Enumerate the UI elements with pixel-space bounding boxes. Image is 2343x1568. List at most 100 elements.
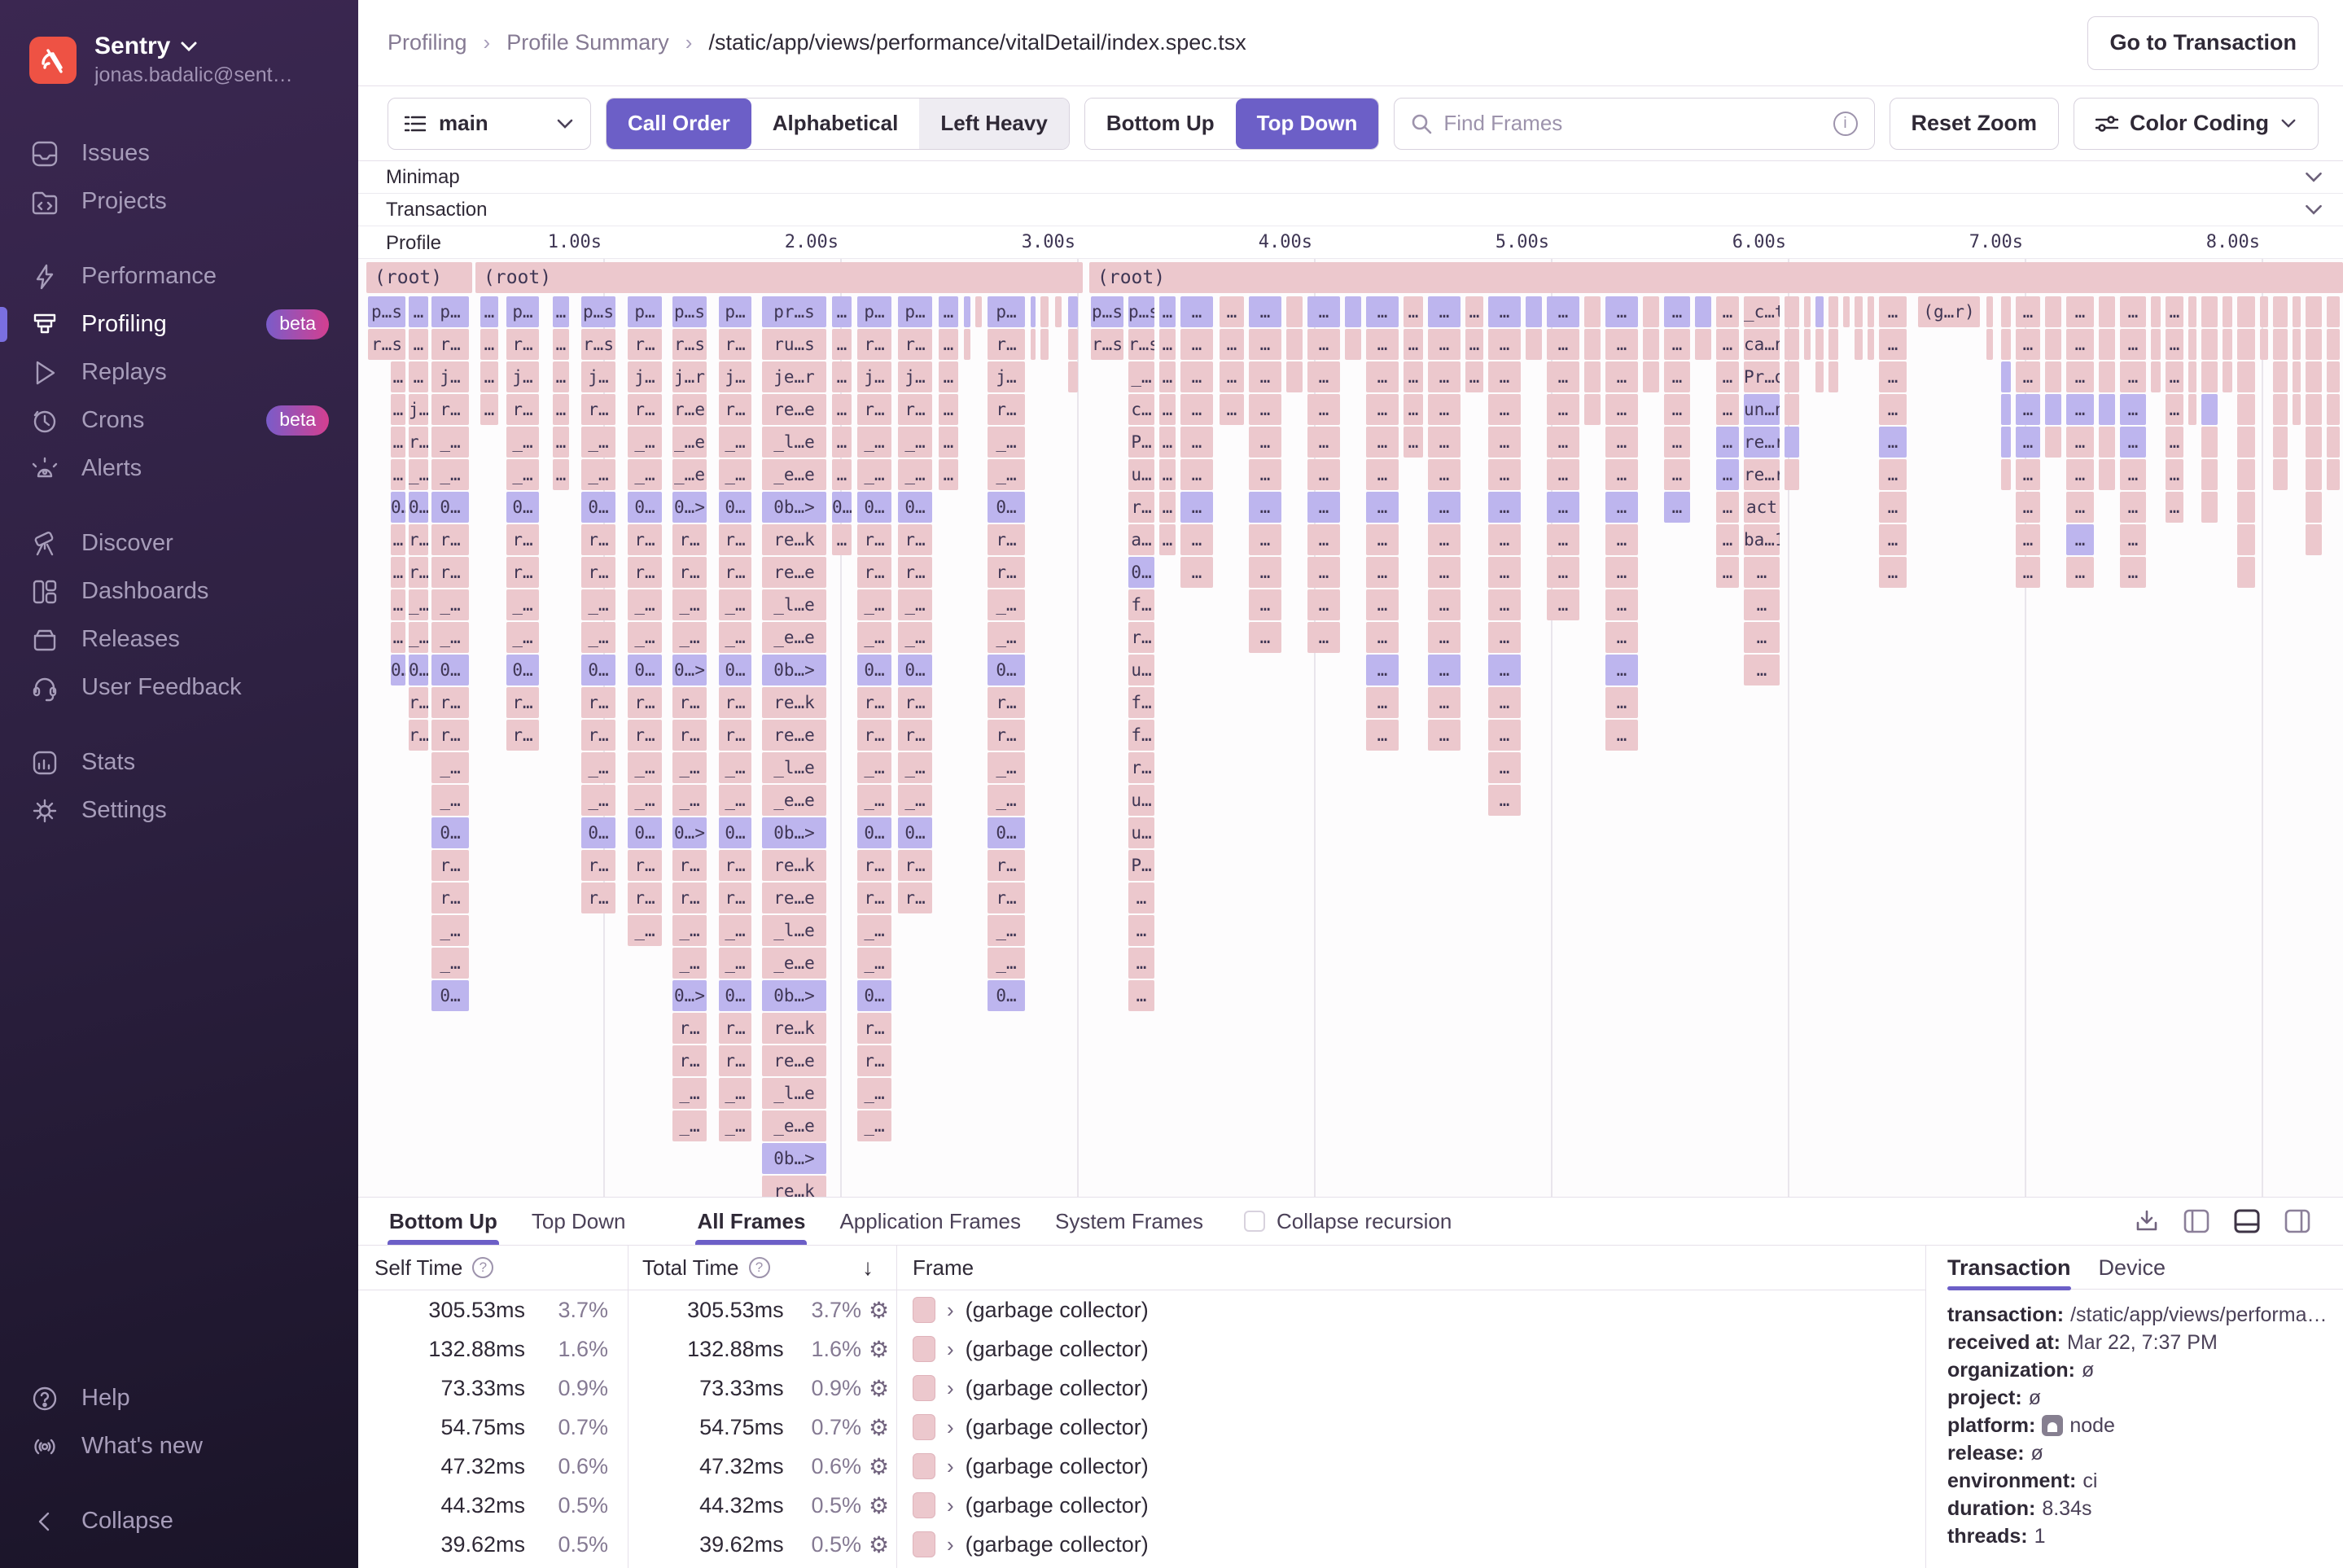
flame-cell[interactable]: r… [581,394,615,425]
flame-cell[interactable]: f… [1128,589,1154,620]
flame-cell[interactable]: … [1547,329,1579,360]
flame-cell[interactable]: r… [988,524,1025,555]
table-row[interactable]: 73.33ms0.9%73.33ms0.9%⚙›(garbage collect… [358,1369,1925,1408]
flame-cell[interactable]: … [2066,524,2094,555]
flame-cell[interactable] [2201,459,2218,490]
flame-cell[interactable]: _… [988,589,1025,620]
flame-cell[interactable] [1785,361,1799,392]
flame-cell[interactable]: … [2016,557,2040,588]
flame-cell[interactable]: p… [857,296,891,327]
flamegraph-canvas[interactable]: (root)(root)(root)p…sr…s…………0……………0…………j… [366,259,2343,1197]
flame-cell[interactable]: _… [719,1078,751,1109]
flame-cell[interactable]: … [1488,296,1521,327]
flame-cell[interactable]: _… [857,1078,891,1109]
gear-icon[interactable]: ⚙ [861,1414,896,1441]
flame-cell[interactable] [2237,296,2255,327]
flame-cell[interactable]: … [1716,427,1739,458]
flame-cell[interactable]: _… [506,427,539,458]
flame-cell[interactable]: … [939,296,958,327]
flame-cell[interactable]: … [2166,492,2183,523]
flame-cell[interactable]: … [832,524,852,555]
flame-cell[interactable] [1584,296,1601,327]
flame-cell[interactable] [2306,459,2322,490]
flame-cell[interactable] [1584,394,1601,425]
flame-cell[interactable]: … [409,296,428,327]
flame-cell[interactable] [2273,394,2288,425]
flame-cell[interactable]: … [2166,296,2183,327]
flame-cell[interactable]: r… [857,1045,891,1076]
flame-cell[interactable]: 0… [988,817,1025,848]
flame-cell[interactable] [1986,329,1993,360]
flame-cell[interactable] [2237,361,2255,392]
flame-cell[interactable]: … [1180,427,1213,458]
flame-cell[interactable]: r… [857,557,891,588]
flame-cell[interactable]: r… [898,883,932,913]
flame-cell[interactable]: _… [857,752,891,783]
flame-cell[interactable]: … [1249,589,1281,620]
flame-cell[interactable]: P… [1128,850,1154,881]
flame-cell[interactable]: _… [628,427,662,458]
flame-cell[interactable]: r… [898,557,932,588]
minimap-strip[interactable]: Minimap [358,161,2343,194]
flame-cell[interactable]: _l…e [762,752,826,783]
flame-cell[interactable]: r… [431,524,469,555]
flame-cell[interactable]: _… [988,915,1025,946]
flame-cell[interactable]: … [1879,524,1907,555]
flame-cell[interactable]: r… [628,850,662,881]
flame-cell[interactable]: r… [988,720,1025,751]
flame-cell[interactable]: … [2016,459,2040,490]
flame-cell[interactable]: r… [672,687,707,718]
flame-cell[interactable]: _… [719,459,751,490]
dock-bottom-icon[interactable] [2234,1209,2260,1233]
flame-cell[interactable]: … [1488,492,1521,523]
table-row[interactable]: 54.75ms0.7%54.75ms0.7%⚙›(garbage collect… [358,1408,1925,1447]
flame-cell[interactable]: … [1428,557,1461,588]
flame-cell[interactable] [2306,524,2322,555]
flame-cell[interactable] [2306,361,2322,392]
flame-cell[interactable]: p…s [672,296,707,327]
flame-cell[interactable] [1068,296,1078,327]
flame-cell[interactable] [2327,394,2340,425]
flame-cell[interactable] [2327,459,2340,490]
flame-cell[interactable]: p… [506,296,539,327]
flame-cell[interactable]: … [1366,361,1399,392]
flame-cell[interactable]: _… [719,752,751,783]
flame-cell[interactable]: r… [857,524,891,555]
flame-cell[interactable] [2327,427,2340,458]
flame-cell[interactable]: j… [431,361,469,392]
flame-cell[interactable]: _… [431,752,469,783]
flame-cell[interactable]: … [1404,296,1423,327]
flame-cell[interactable]: _… [898,752,932,783]
flame-cell[interactable]: r… [857,1013,891,1044]
flame-cell[interactable]: … [1488,427,1521,458]
flame-cell[interactable] [975,296,982,327]
flame-cell[interactable]: … [1159,329,1176,360]
flame-cell[interactable]: … [1716,492,1739,523]
sort-descending-icon[interactable]: ↓ [862,1255,874,1281]
sidebar-item-dashboards[interactable]: Dashboards [0,567,358,615]
flame-cell[interactable] [2201,329,2218,360]
flame-cell[interactable]: … [2066,361,2094,392]
dock-left-icon[interactable] [2183,1209,2209,1233]
chevron-right-icon[interactable]: › [947,1376,954,1401]
flamegraph[interactable]: (root)(root)(root)p…sr…s…………0……………0…………j… [358,259,2343,1197]
flame-cell[interactable]: … [1547,459,1579,490]
flame-cell[interactable]: r… [672,524,707,555]
flame-cell[interactable]: … [1128,915,1154,946]
flame-cell[interactable]: r… [581,883,615,913]
flame-cell[interactable]: j… [628,361,662,392]
tab-application-frames[interactable]: Application Frames [838,1198,1023,1245]
flame-cell[interactable]: … [2166,459,2183,490]
flame-cell[interactable]: r… [581,720,615,751]
flame-cell[interactable]: … [1605,557,1638,588]
flame-cell[interactable]: … [1428,394,1461,425]
flame-cell[interactable]: _… [672,589,707,620]
flame-cell[interactable]: … [2120,427,2146,458]
flame-cell[interactable] [1068,361,1078,392]
flame-cell[interactable] [2001,296,2011,327]
flame-cell[interactable]: r… [898,850,932,881]
flame-cell[interactable]: … [1220,361,1244,392]
flame-cell[interactable]: … [1366,589,1399,620]
flame-cell[interactable]: … [1159,459,1176,490]
flame-cell[interactable]: … [2120,361,2146,392]
